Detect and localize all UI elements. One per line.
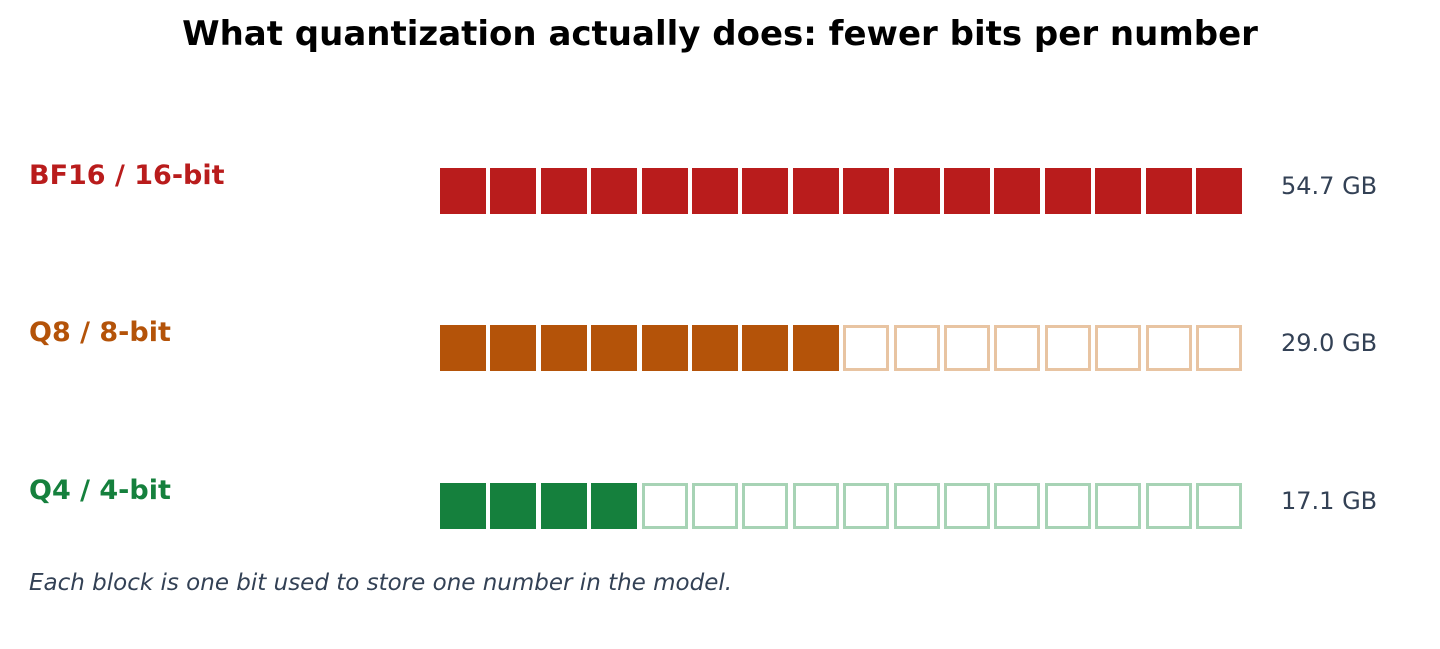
bit-block-filled	[843, 168, 890, 214]
bit-block-empty	[843, 325, 890, 371]
bit-block-empty	[994, 483, 1041, 529]
chart-title: What quantization actually does: fewer b…	[182, 14, 1258, 54]
bit-block-empty	[944, 483, 990, 529]
bit-block-empty	[1145, 483, 1192, 529]
bit-block-empty	[1196, 483, 1242, 529]
bit-block-filled	[944, 168, 990, 214]
bit-block-filled	[540, 325, 587, 371]
bit-block-filled	[641, 168, 688, 214]
caption: Each block is one bit used to store one …	[29, 570, 733, 596]
bit-block-filled	[490, 325, 537, 371]
size-label-bf16: 54.7 GB	[1281, 172, 1378, 200]
bit-block-empty	[1095, 325, 1142, 371]
bit-block-filled	[591, 483, 638, 529]
bit-block-filled	[490, 168, 537, 214]
bit-bar-q8	[440, 325, 1242, 371]
bit-block-filled	[742, 168, 789, 214]
bit-block-filled	[440, 483, 486, 529]
bit-block-filled	[490, 483, 537, 529]
bit-block-empty	[893, 483, 940, 529]
bit-block-filled	[792, 325, 839, 371]
bit-block-filled	[742, 325, 789, 371]
size-label-q8: 29.0 GB	[1281, 329, 1378, 357]
bit-bar-bf16	[440, 168, 1242, 214]
bit-block-empty	[1145, 325, 1192, 371]
bit-block-empty	[1095, 483, 1142, 529]
bit-block-filled	[893, 168, 940, 214]
bit-block-filled	[1196, 168, 1242, 214]
bit-block-filled	[692, 325, 738, 371]
size-label-q4: 17.1 GB	[1281, 487, 1378, 515]
bit-block-filled	[1044, 168, 1091, 214]
bit-block-filled	[440, 168, 486, 214]
bit-block-empty	[994, 325, 1041, 371]
bit-block-filled	[692, 168, 738, 214]
bit-block-filled	[641, 325, 688, 371]
bit-block-filled	[591, 325, 638, 371]
row-label-q4: Q4 / 4-bit	[29, 475, 171, 506]
bit-block-empty	[641, 483, 688, 529]
bit-block-empty	[1044, 325, 1091, 371]
bit-block-filled	[440, 325, 486, 371]
bit-bar-q4	[440, 483, 1242, 529]
bit-block-filled	[591, 168, 638, 214]
bit-block-empty	[692, 483, 738, 529]
bit-block-filled	[1145, 168, 1192, 214]
bit-block-empty	[944, 325, 990, 371]
bit-block-filled	[1095, 168, 1142, 214]
bit-block-filled	[540, 168, 587, 214]
bit-block-empty	[792, 483, 839, 529]
bit-block-empty	[893, 325, 940, 371]
bit-block-empty	[1196, 325, 1242, 371]
bit-block-filled	[792, 168, 839, 214]
bit-block-empty	[742, 483, 789, 529]
bit-block-filled	[994, 168, 1041, 214]
bit-block-empty	[843, 483, 890, 529]
bit-block-empty	[1044, 483, 1091, 529]
row-label-bf16: BF16 / 16-bit	[29, 160, 225, 191]
row-label-q8: Q8 / 8-bit	[29, 317, 171, 348]
bit-block-filled	[540, 483, 587, 529]
